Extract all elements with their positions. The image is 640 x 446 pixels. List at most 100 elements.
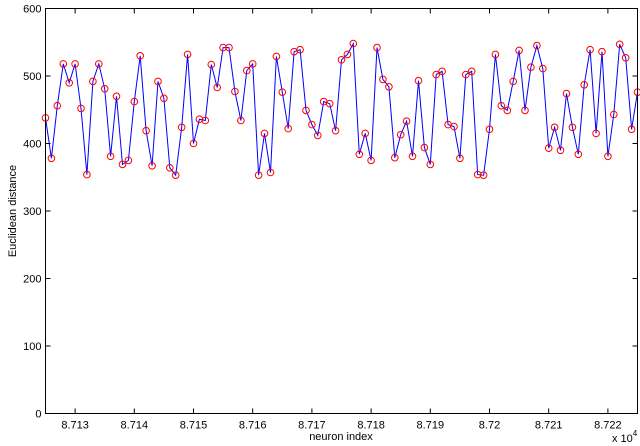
x-multiplier-exponent: 4 [633, 429, 638, 438]
x-tick-label: 8.721 [535, 420, 563, 432]
data-point-marker [361, 129, 370, 138]
data-point-marker [314, 131, 322, 140]
data-point-marker [112, 92, 121, 101]
data-point-marker [438, 67, 446, 76]
data-point-marker [213, 83, 221, 92]
data-point-marker [391, 153, 399, 162]
data-point-marker [237, 116, 245, 125]
y-tick-label: 400 [23, 139, 41, 151]
data-point-marker [160, 94, 168, 103]
data-point-marker [219, 43, 227, 52]
data-point-marker [130, 97, 139, 106]
x-tick-label: 8.72 [479, 420, 500, 432]
data-point-marker [509, 77, 518, 86]
data-point-marker [154, 77, 162, 86]
data-point-marker [385, 83, 393, 91]
data-point-marker [373, 43, 381, 52]
data-point-marker [408, 152, 417, 161]
data-point-marker [225, 43, 233, 52]
data-point-marker [562, 89, 571, 98]
data-point-marker [621, 54, 630, 62]
data-point-marker [201, 116, 210, 125]
data-point-marker [462, 70, 470, 79]
data-point-marker [124, 156, 133, 165]
data-point-marker [491, 50, 500, 59]
data-point-marker [533, 41, 541, 50]
data-point-marker [580, 81, 589, 89]
data-point-marker [272, 52, 281, 61]
data-point-marker [367, 156, 375, 165]
data-point-marker [456, 154, 464, 163]
x-tick-label: 8.716 [239, 420, 267, 432]
data-point-marker [47, 154, 56, 163]
y-tick-label: 100 [23, 341, 41, 353]
data-point-marker [515, 46, 523, 55]
data-point-marker [604, 152, 612, 161]
data-series [41, 39, 640, 179]
data-point-marker [248, 60, 257, 68]
data-point-marker [177, 123, 186, 132]
y-tick-label: 600 [23, 4, 41, 16]
data-point-marker [615, 40, 624, 49]
series-line [45, 41, 638, 177]
data-point-marker [355, 150, 364, 159]
data-point-marker [308, 120, 316, 129]
data-point-marker [260, 129, 269, 138]
data-point-marker [527, 63, 535, 71]
data-point-marker [266, 168, 275, 177]
x-tick-label: 8.719 [417, 420, 445, 432]
data-point-marker [349, 39, 358, 48]
data-point-marker [77, 104, 85, 113]
data-point-marker [337, 56, 346, 64]
data-point-marker [379, 75, 387, 84]
data-point-marker [284, 124, 293, 133]
data-point-marker [89, 77, 97, 86]
data-point-marker [627, 125, 636, 134]
data-point-marker [59, 60, 68, 68]
data-point-marker [95, 60, 103, 68]
data-point-marker [189, 139, 198, 148]
data-point-marker [485, 125, 494, 134]
data-point-marker [473, 170, 482, 179]
data-point-marker [539, 64, 547, 73]
data-point-marker [118, 160, 127, 169]
data-point-marker [503, 106, 512, 115]
x-multiplier-base: x 10 [612, 433, 633, 445]
data-point-marker [544, 144, 553, 152]
data-point-marker [467, 67, 476, 76]
data-point-marker [302, 106, 310, 115]
data-point-marker [325, 99, 334, 108]
data-point-marker [497, 101, 506, 110]
data-point-marker [521, 106, 529, 115]
data-point-marker [71, 60, 79, 68]
data-point-marker [426, 160, 435, 169]
x-tick-label: 8.713 [61, 420, 89, 432]
data-point-marker [598, 47, 606, 56]
y-axis-ticks: 0 100 200 300 400 500 600 [23, 4, 638, 421]
data-point-marker [183, 50, 192, 59]
y-axis-label: Euclidean distance [7, 165, 19, 257]
data-point-marker [556, 146, 565, 155]
data-point-marker [171, 171, 180, 179]
x-tick-label: 8.715 [180, 420, 208, 432]
x-tick-label: 8.714 [121, 420, 149, 432]
data-point-marker [231, 87, 239, 96]
data-point-marker [278, 88, 287, 96]
data-point-marker [207, 60, 216, 69]
y-tick-label: 200 [23, 274, 41, 286]
data-point-marker [610, 110, 618, 119]
x-tick-label: 8.722 [594, 420, 622, 432]
data-point-marker [402, 117, 411, 125]
x-tick-label: 8.717 [298, 420, 326, 432]
data-point-marker [65, 79, 73, 87]
data-point-marker [550, 123, 559, 132]
data-point-marker [166, 164, 174, 172]
data-point-marker [432, 70, 441, 79]
data-point-marker [586, 45, 594, 54]
data-point-marker [331, 126, 340, 135]
data-point-marker [592, 129, 600, 138]
data-point-marker [479, 171, 488, 179]
data-point-marker [136, 52, 144, 60]
